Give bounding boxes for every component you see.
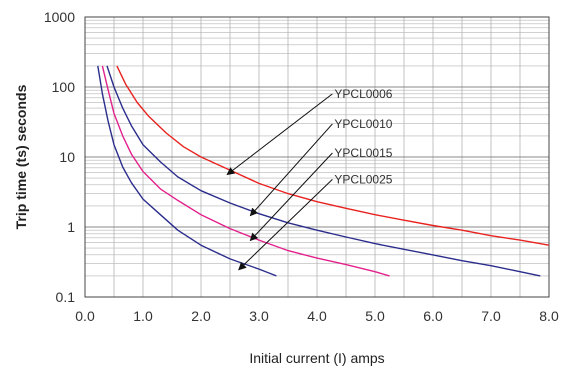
callout-arrow xyxy=(226,93,333,176)
x-axis-title: Initial current (I) amps xyxy=(249,350,384,366)
callout-arrow xyxy=(249,152,333,242)
series-layer xyxy=(97,65,550,277)
y-tick-label: 10 xyxy=(59,149,75,165)
series-line-ypcl0015 xyxy=(101,65,390,277)
series-line-ypcl0010 xyxy=(106,65,541,277)
y-tick-label: 1 xyxy=(67,219,75,235)
x-tick-label: 3.0 xyxy=(249,308,269,324)
x-tick-label: 1.0 xyxy=(133,308,153,324)
callout-arrow xyxy=(249,123,333,217)
x-tick-label: 5.0 xyxy=(365,308,385,324)
callout-label: YPCL0015 xyxy=(334,146,392,160)
y-tick-label: 1000 xyxy=(44,9,75,25)
x-tick-label: 6.0 xyxy=(423,308,443,324)
y-tick-label: 0.1 xyxy=(56,289,76,305)
series-line-ypcl0006 xyxy=(116,65,550,246)
y-tick-label: 100 xyxy=(52,79,76,95)
x-tick-label: 4.0 xyxy=(307,308,327,324)
callout-label: YPCL0025 xyxy=(334,172,392,186)
plot-area xyxy=(84,16,550,298)
callout-label: YPCL0010 xyxy=(334,117,392,131)
callout-layer: YPCL0006 YPCL0010 YPCL0015 YPCL0025 xyxy=(226,87,393,271)
callout-label: YPCL0006 xyxy=(334,87,392,101)
x-tick-label: 7.0 xyxy=(481,308,501,324)
x-tick-label: 2.0 xyxy=(191,308,211,324)
x-axis-ticks: 0.0 1.0 2.0 3.0 4.0 5.0 6.0 7.0 8.0 xyxy=(75,308,559,324)
callout-arrow xyxy=(238,179,333,271)
y-axis-ticks: 0.1 1 10 100 1000 xyxy=(44,9,75,305)
y-axis-title: Trip time (ts) seconds xyxy=(13,84,29,229)
series-line-ypcl0025 xyxy=(97,65,277,277)
x-tick-label: 0.0 xyxy=(75,308,95,324)
x-tick-label: 8.0 xyxy=(539,308,559,324)
